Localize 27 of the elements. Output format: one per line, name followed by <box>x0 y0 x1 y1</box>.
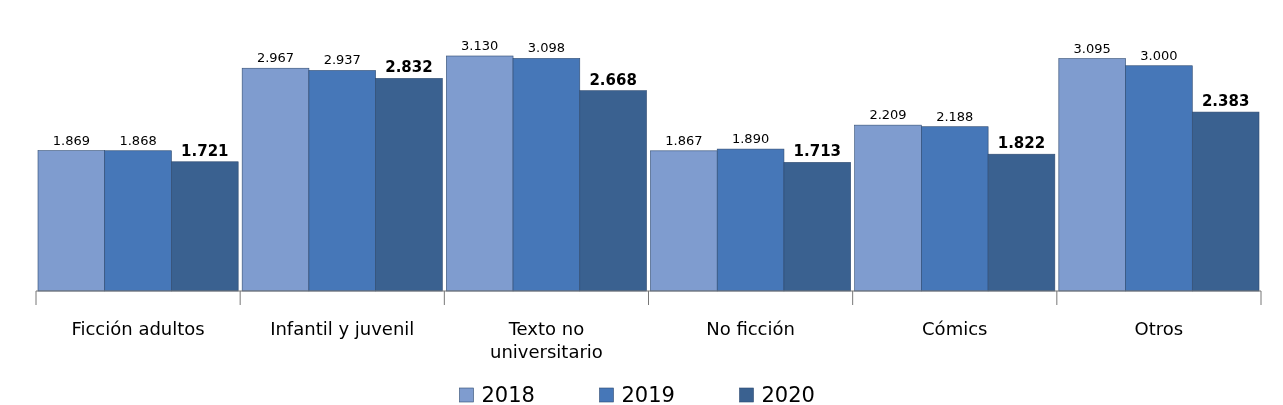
data-label: 2.188 <box>936 108 974 124</box>
data-label: 2.967 <box>256 50 295 66</box>
data-label: 1.822 <box>997 134 1046 153</box>
data-label: 3.000 <box>1140 47 1178 63</box>
data-label: 1.869 <box>52 132 90 148</box>
x-tick-label: Otros <box>1134 318 1184 339</box>
data-label: 2.832 <box>385 58 433 77</box>
x-tick-label: Infantil y juvenil <box>270 318 415 339</box>
legend-label: 2020 <box>761 383 815 405</box>
data-label: 1.721 <box>181 141 229 160</box>
data-label: 1.868 <box>119 132 157 148</box>
legend-label: 2019 <box>621 383 675 405</box>
x-tick-label: Texto no universitario <box>490 318 603 362</box>
data-label: 1.890 <box>731 131 770 147</box>
x-tick-label: Ficción adultos <box>71 318 205 339</box>
data-label: 3.130 <box>461 38 499 53</box>
legend-label: 2018 <box>481 383 535 405</box>
data-label: 2.668 <box>589 70 637 89</box>
data-label: 2.937 <box>323 52 361 68</box>
data-label: 2.209 <box>869 107 907 123</box>
x-tick-label: No ficción <box>706 318 795 339</box>
data-label: 2.383 <box>1201 92 1250 111</box>
data-label: 1.867 <box>665 132 703 148</box>
data-label: 3.095 <box>1073 40 1111 56</box>
data-label: 1.713 <box>793 142 842 161</box>
x-tick-label: Cómics <box>922 318 988 339</box>
data-label: 3.098 <box>527 40 566 56</box>
